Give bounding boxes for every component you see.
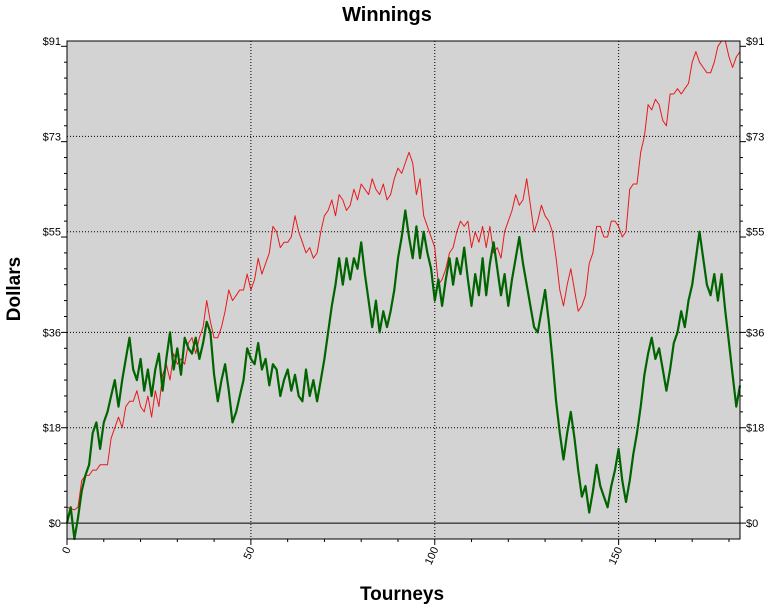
y-tick-label-left: $18 — [43, 423, 61, 435]
x-axis: 0 50 100 150 — [60, 545, 625, 567]
x-tick-label: 150 — [607, 545, 626, 567]
y-tick-label-right: $55 — [746, 227, 764, 239]
y-tick-label-right: $91 — [746, 36, 764, 48]
y-tick-label-left: $55 — [43, 227, 61, 239]
y-axis-right: $0 $18 $36 $55 $73 $91 — [746, 36, 764, 530]
series-lines — [65, 40, 742, 541]
y-tick-label-left: $36 — [43, 327, 61, 339]
plot-area — [67, 41, 740, 539]
chart-title: Winnings — [342, 4, 432, 26]
y-tick-label-right: $36 — [746, 327, 764, 339]
y-axis-left: $0 $18 $36 $55 $73 $91 — [43, 36, 61, 530]
x-tick-label: 0 — [60, 545, 73, 556]
series-line-green — [65, 209, 742, 541]
x-tick-label: 50 — [242, 545, 258, 561]
y-tick-label-right: $73 — [746, 131, 764, 143]
y-tick-label-left: $0 — [49, 518, 61, 530]
x-axis-title: Tourneys — [360, 584, 444, 605]
y-tick-label-left: $91 — [43, 36, 61, 48]
y-tick-label-right: $0 — [746, 518, 758, 530]
plot-frame — [66, 40, 741, 540]
axis-ticks — [61, 45, 746, 545]
y-tick-label-right: $18 — [746, 423, 764, 435]
y-tick-label-left: $73 — [43, 131, 61, 143]
x-tick-label: 100 — [423, 545, 442, 567]
y-axis-title: Dollars — [4, 257, 25, 321]
